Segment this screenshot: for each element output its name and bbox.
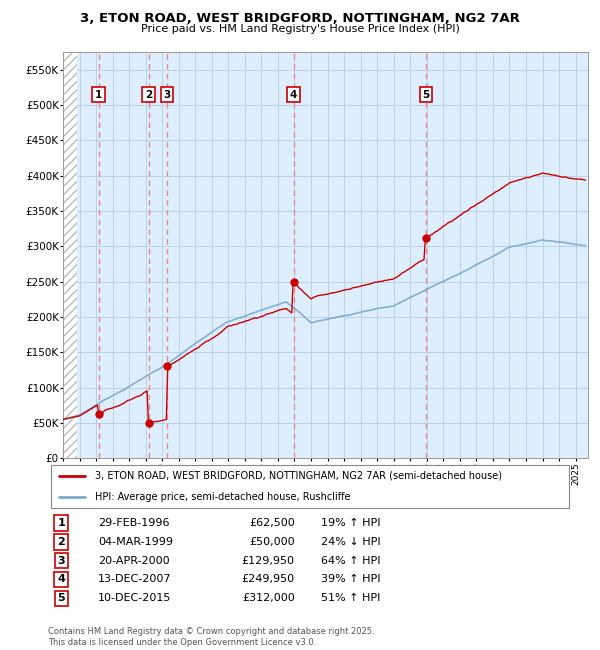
Text: 1: 1 xyxy=(57,518,65,528)
Text: 3: 3 xyxy=(58,556,65,566)
Text: 51% ↑ HPI: 51% ↑ HPI xyxy=(321,593,380,603)
Text: 5: 5 xyxy=(58,593,65,603)
Text: 3, ETON ROAD, WEST BRIDGFORD, NOTTINGHAM, NG2 7AR: 3, ETON ROAD, WEST BRIDGFORD, NOTTINGHAM… xyxy=(80,12,520,25)
Text: Contains HM Land Registry data © Crown copyright and database right 2025.
This d: Contains HM Land Registry data © Crown c… xyxy=(48,627,374,647)
Text: 20-APR-2000: 20-APR-2000 xyxy=(98,556,170,566)
Bar xyxy=(63,52,77,458)
Text: 5: 5 xyxy=(422,90,430,99)
Text: 2: 2 xyxy=(57,537,65,547)
Text: Price paid vs. HM Land Registry's House Price Index (HPI): Price paid vs. HM Land Registry's House … xyxy=(140,24,460,34)
Text: £62,500: £62,500 xyxy=(249,518,295,528)
Text: 1: 1 xyxy=(95,90,103,99)
Text: 3: 3 xyxy=(164,90,171,99)
FancyBboxPatch shape xyxy=(50,465,569,508)
Text: 4: 4 xyxy=(290,90,298,99)
Text: 2: 2 xyxy=(145,90,152,99)
Text: 29-FEB-1996: 29-FEB-1996 xyxy=(98,518,169,528)
Text: 39% ↑ HPI: 39% ↑ HPI xyxy=(321,575,380,584)
Text: £249,950: £249,950 xyxy=(242,575,295,584)
Text: 19% ↑ HPI: 19% ↑ HPI xyxy=(321,518,380,528)
Text: 04-MAR-1999: 04-MAR-1999 xyxy=(98,537,173,547)
Text: 3, ETON ROAD, WEST BRIDGFORD, NOTTINGHAM, NG2 7AR (semi-detached house): 3, ETON ROAD, WEST BRIDGFORD, NOTTINGHAM… xyxy=(95,471,502,480)
Text: 13-DEC-2007: 13-DEC-2007 xyxy=(98,575,172,584)
Text: £312,000: £312,000 xyxy=(242,593,295,603)
Text: £129,950: £129,950 xyxy=(242,556,295,566)
Text: 4: 4 xyxy=(57,575,65,584)
Text: HPI: Average price, semi-detached house, Rushcliffe: HPI: Average price, semi-detached house,… xyxy=(95,492,351,502)
Text: £50,000: £50,000 xyxy=(249,537,295,547)
Text: 64% ↑ HPI: 64% ↑ HPI xyxy=(321,556,380,566)
Text: 24% ↓ HPI: 24% ↓ HPI xyxy=(321,537,380,547)
Text: 10-DEC-2015: 10-DEC-2015 xyxy=(98,593,171,603)
